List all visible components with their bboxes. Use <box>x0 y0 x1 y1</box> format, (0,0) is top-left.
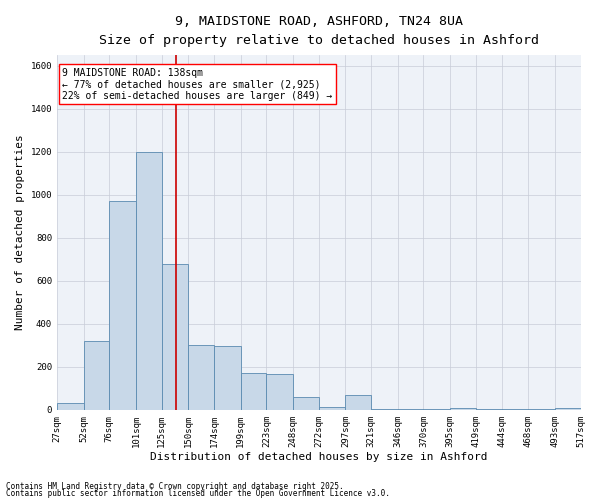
Bar <box>555 408 581 410</box>
Bar <box>136 152 161 410</box>
Text: Contains HM Land Registry data © Crown copyright and database right 2025.: Contains HM Land Registry data © Crown c… <box>6 482 344 491</box>
Bar <box>214 346 241 410</box>
Bar <box>346 395 371 410</box>
X-axis label: Distribution of detached houses by size in Ashford: Distribution of detached houses by size … <box>150 452 487 462</box>
Bar <box>424 409 450 410</box>
Bar <box>83 341 109 410</box>
Text: 9 MAIDSTONE ROAD: 138sqm
← 77% of detached houses are smaller (2,925)
22% of sem: 9 MAIDSTONE ROAD: 138sqm ← 77% of detach… <box>62 68 332 100</box>
Title: 9, MAIDSTONE ROAD, ASHFORD, TN24 8UA
Size of property relative to detached house: 9, MAIDSTONE ROAD, ASHFORD, TN24 8UA Siz… <box>99 15 539 47</box>
Bar <box>319 406 346 410</box>
Bar <box>266 374 293 410</box>
Bar <box>109 202 136 410</box>
Bar <box>371 409 398 410</box>
Bar <box>241 374 266 410</box>
Bar <box>188 346 214 410</box>
Y-axis label: Number of detached properties: Number of detached properties <box>15 134 25 330</box>
Bar <box>450 408 476 410</box>
Bar <box>293 397 319 410</box>
Bar <box>57 404 83 410</box>
Text: Contains public sector information licensed under the Open Government Licence v3: Contains public sector information licen… <box>6 490 390 498</box>
Bar <box>398 409 424 410</box>
Bar <box>161 264 188 410</box>
